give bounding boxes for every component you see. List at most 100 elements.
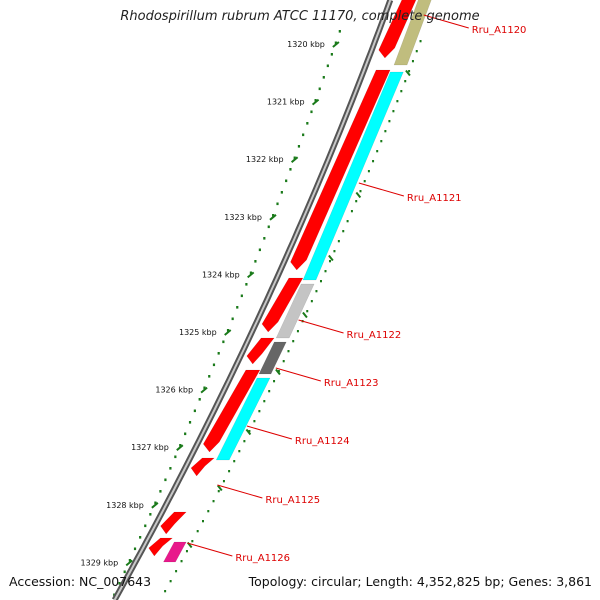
scale-dot (193, 409, 196, 413)
gene-label: Rru_A1126 (235, 553, 290, 564)
scale-dot (267, 225, 270, 229)
reverse-cds (302, 71, 404, 281)
scale-dot (338, 30, 341, 33)
outer-track-dot (233, 460, 236, 463)
outer-track-dot (396, 100, 399, 103)
gene-label: Rru_A1122 (347, 330, 402, 341)
label-leader-line (423, 14, 469, 29)
outer-track-dot (292, 340, 295, 343)
scale-tick (224, 329, 232, 336)
gene-labels: Rru_A1120 Rru_A1121 Rru_A1122 Rru_A1123 Rru_… (187, 14, 526, 564)
gene-label: Rru_A1125 (265, 495, 320, 506)
scale-dot (184, 432, 187, 436)
outer-track-dot (380, 140, 383, 143)
feature-tick (328, 254, 334, 262)
outer-track-dot (328, 260, 331, 263)
outer-track-dot (212, 500, 215, 503)
outer-track-dot (333, 250, 336, 253)
scale-tick (332, 41, 340, 48)
topology-label: Topology: circular; Length: 4,352,825 bp… (248, 574, 592, 589)
forward-cds (160, 511, 187, 535)
outer-track-dot (248, 430, 251, 433)
accession-label: Accession: NC_007643 (9, 574, 152, 589)
scale-dot (240, 294, 243, 298)
scale-dot (164, 478, 167, 482)
scale-dot (133, 547, 137, 551)
label-leader-line (187, 542, 233, 557)
scale-tick (125, 559, 133, 567)
feature-tick (405, 69, 411, 77)
outer-track-dot (400, 90, 403, 93)
outer-track-dot (384, 130, 387, 133)
outer-track-dot (408, 70, 411, 73)
reverse-cds (215, 377, 271, 461)
map-title: Rhodospirillum rubrum ATCC 11170, comple… (120, 9, 480, 24)
scale-dot (128, 559, 131, 562)
scale-tick-label: 1324 kbp (202, 270, 240, 279)
outer-track-dot (346, 220, 349, 223)
scale-dot (222, 340, 225, 344)
outer-track-dot (372, 160, 375, 163)
forward-cds (202, 369, 261, 453)
backbone-highlight (113, 0, 392, 600)
scale-tick (311, 98, 320, 106)
scale-dot (285, 179, 288, 183)
scale-dot (144, 524, 147, 528)
outer-track-dot (282, 360, 285, 363)
scale-dot (123, 570, 126, 574)
outer-track-dot (164, 590, 167, 593)
outer-track-dot (185, 550, 188, 553)
outer-track-dot (363, 180, 366, 183)
outer-track-dot (169, 580, 172, 583)
outer-track-dot (376, 150, 379, 153)
scale-dot (149, 513, 152, 516)
gene-label: Rru_A1123 (324, 378, 379, 389)
outer-track-dot (196, 530, 199, 533)
scale-dot (310, 110, 313, 114)
scale-ruler: 1320 kbp 1321 kbp 1322 kbp 1323 kbp 1324 kbp… (81, 30, 341, 597)
scale-dot (217, 352, 220, 355)
scale-tick-label: 1323 kbp (224, 213, 262, 222)
scale-dot (249, 271, 253, 275)
scale-dot (263, 237, 266, 240)
gene-label: Rru_A1124 (295, 436, 350, 447)
outer-track-dot (217, 490, 220, 493)
outer-track-dot (415, 50, 418, 53)
scale-tick-label: 1328 kbp (106, 501, 144, 510)
scale-dot (276, 202, 279, 206)
scale-dot (208, 375, 211, 378)
outer-track-dot (191, 540, 194, 543)
outer-track-dot (392, 110, 395, 113)
scale-dot (198, 398, 201, 401)
scale-dot (159, 490, 162, 493)
scale-dot (289, 168, 292, 171)
scale-dot (236, 306, 239, 309)
reverse-cds (258, 341, 287, 375)
outer-track-dot (175, 570, 178, 573)
outer-track-dot (319, 280, 322, 283)
scale-dot (326, 64, 329, 68)
outer-track-dot (315, 290, 318, 293)
scale-dot (212, 363, 216, 367)
scale-dot (226, 329, 230, 332)
scale-dot (280, 191, 283, 194)
feature-tracks (148, 0, 432, 593)
scale-dot (203, 386, 206, 390)
outer-track-dot (253, 420, 256, 423)
outer-track-dot (238, 450, 241, 453)
outer-track-dot (419, 40, 422, 43)
reverse-cds (393, 0, 432, 66)
reverse-cds (275, 283, 315, 339)
scale-dot (330, 53, 333, 56)
outer-track-dot (388, 120, 391, 123)
outer-track-dot (228, 470, 231, 473)
scale-dot (254, 260, 257, 263)
outer-track-dot (263, 400, 266, 403)
scale-dot (318, 87, 321, 91)
feature-tick (217, 484, 223, 492)
outer-track-dot (337, 240, 340, 243)
outer-track-dot (310, 300, 313, 303)
forward-cds (246, 337, 275, 365)
